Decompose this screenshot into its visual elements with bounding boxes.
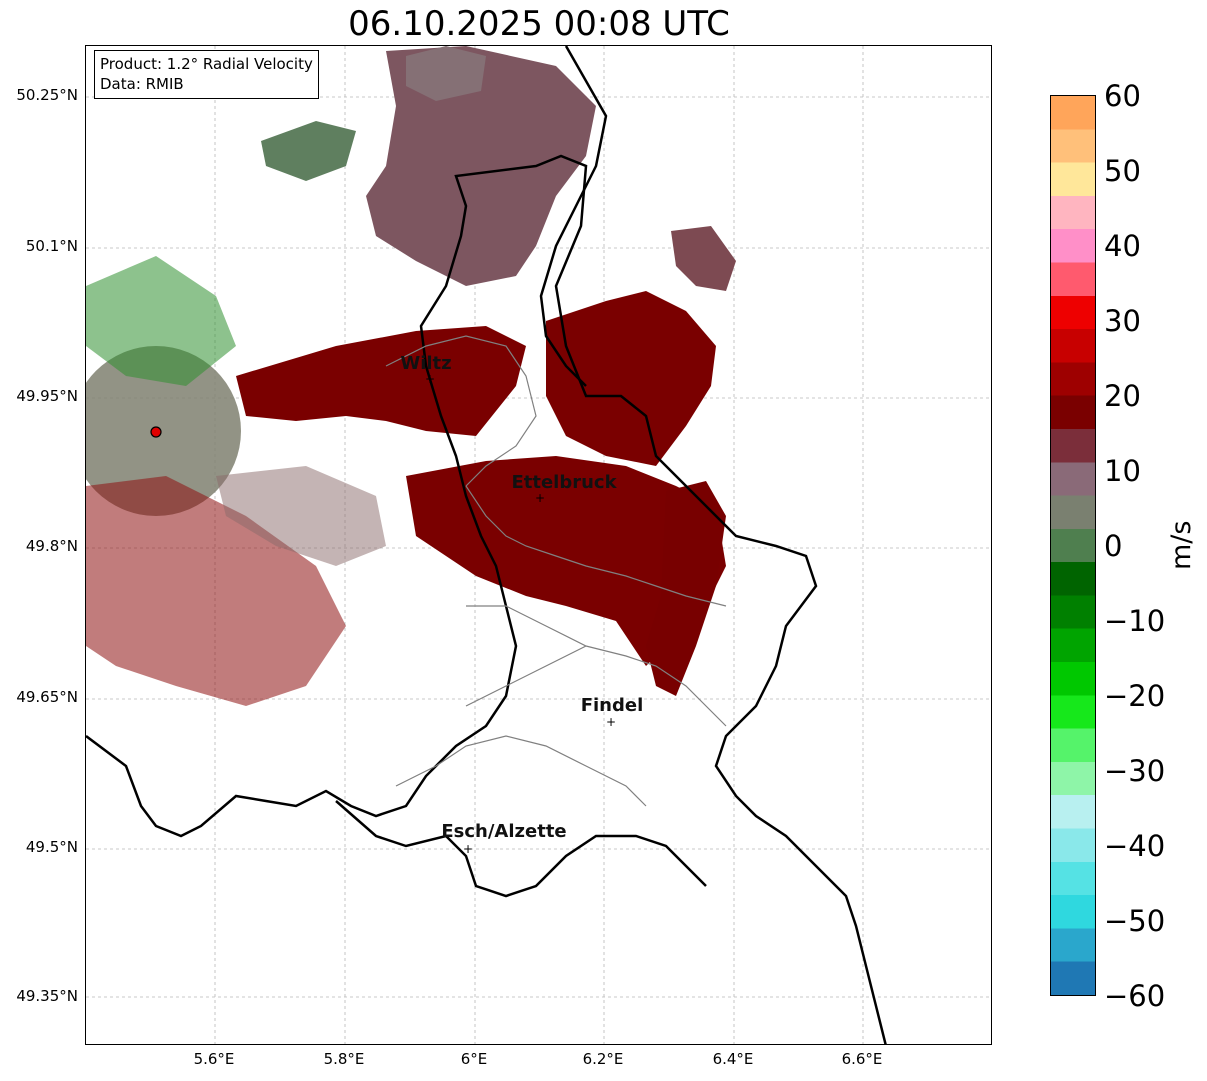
svg-text:+: + (463, 842, 473, 856)
country-borders (86, 46, 887, 1044)
echo-wiltz-red (236, 326, 526, 436)
colorbar-tick: −10 (1104, 604, 1166, 638)
city-findel: Findel + (581, 695, 644, 729)
city-esch-alzette: Esch/Alzette + (441, 821, 566, 856)
canton-borders (385, 335, 727, 807)
lon-label: 6.6°E (841, 1050, 883, 1068)
lon-label: 6.2°E (582, 1050, 624, 1068)
echo-radar-speckle-green (86, 256, 236, 386)
lat-label: 49.95°N (16, 387, 78, 405)
echo-ettelbruck-red (406, 456, 726, 666)
lat-label: 50.1°N (25, 237, 78, 255)
colorbar-tick: 30 (1104, 304, 1141, 338)
echo-nw-green (261, 121, 356, 181)
echo-east-red (646, 481, 726, 696)
map-title: 06.10.2025 00:08 UTC (348, 4, 730, 44)
colorbar-tick: −60 (1104, 979, 1166, 1013)
colorbar-tick: −50 (1104, 904, 1166, 938)
colorbar-tick: −30 (1104, 754, 1166, 788)
city-label-findel: Findel (581, 695, 644, 716)
colorbar-tick: −20 (1104, 679, 1166, 713)
colorbar-unit-label: m/s (1166, 520, 1197, 570)
echo-north-grey2 (406, 46, 486, 101)
velocity-colorbar (1050, 95, 1096, 996)
colorbar-tick: 20 (1104, 379, 1141, 413)
lat-label: 49.35°N (16, 987, 78, 1005)
city-ettelbruck: Ettelbruck + (511, 472, 617, 505)
city-label-esch-alzette: Esch/Alzette (441, 821, 566, 842)
city-wiltz: Wiltz + (400, 353, 451, 386)
echo-sw-speckle2 (216, 466, 386, 566)
echo-radar-speckle-grey (86, 346, 241, 516)
echo-sw-speckle (86, 476, 346, 706)
product-info-box: Product: 1.2° Radial Velocity Data: RMIB (94, 50, 319, 99)
city-label-wiltz: Wiltz (400, 353, 451, 374)
lon-label: 5.6°E (193, 1050, 235, 1068)
radar-site-marker (150, 426, 162, 438)
colorbar-tick: −40 (1104, 829, 1166, 863)
lon-label: 6.4°E (712, 1050, 754, 1068)
colorbar-tick: 60 (1104, 79, 1141, 113)
lon-label: 6°E (460, 1050, 488, 1068)
lat-label: 50.25°N (16, 86, 78, 104)
colorbar-tick: 50 (1104, 154, 1141, 188)
radar-map-panel[interactable]: Wiltz + Ettelbruck + Findel + Esch/Alzet… (85, 45, 992, 1045)
lat-label: 49.5°N (25, 838, 78, 856)
colorbar-tick: 40 (1104, 229, 1141, 263)
lat-label: 49.8°N (25, 537, 78, 555)
radar-map[interactable]: Wiltz + Ettelbruck + Findel + Esch/Alzet… (86, 46, 992, 1045)
svg-text:+: + (606, 715, 616, 729)
product-label: Product: 1.2° Radial Velocity (100, 55, 313, 73)
lon-label: 5.8°E (323, 1050, 365, 1068)
radar-echoes (86, 46, 736, 706)
svg-text:+: + (535, 491, 545, 505)
svg-text:+: + (425, 372, 435, 386)
echo-northeast-red (546, 291, 716, 466)
city-label-ettelbruck: Ettelbruck (511, 472, 617, 493)
colorbar-tick: 10 (1104, 454, 1141, 488)
echo-ne-small (671, 226, 736, 291)
data-source-label: Data: RMIB (100, 75, 184, 93)
colorbar-tick: 0 (1104, 529, 1123, 563)
city-markers: Wiltz + Ettelbruck + Findel + Esch/Alzet… (400, 353, 643, 856)
lat-label: 49.65°N (16, 688, 78, 706)
echo-north-grey (366, 46, 596, 286)
